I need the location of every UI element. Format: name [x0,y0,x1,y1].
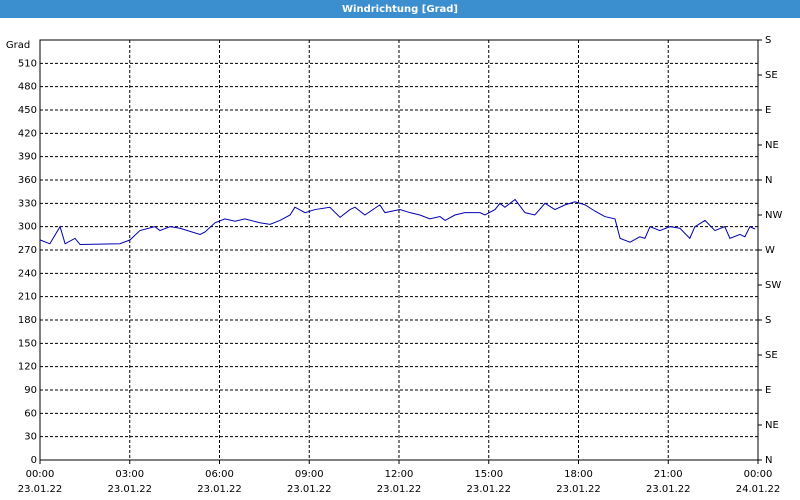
y-tick-label: 30 [24,432,37,443]
y-tick-label: 60 [24,408,37,419]
y2-tick-label: S [765,315,771,326]
x-tick-date: 23.01.22 [197,484,242,495]
y2-tick-label: NE [765,420,779,431]
y-tick-label: 480 [18,82,37,93]
x-tick-date: 23.01.22 [18,484,63,495]
y-tick-label: 270 [18,245,37,256]
y-tick-label: 210 [18,292,37,303]
x-tick-date: 23.01.22 [377,484,422,495]
x-tick-label: 18:00 [564,469,593,480]
y-axis-label: Grad [6,40,30,51]
y2-tick-label: N [765,455,772,466]
y-tick-label: 300 [18,222,37,233]
x-tick-label: 03:00 [115,469,144,480]
x-tick-label: 09:00 [295,469,324,480]
y2-tick-label: N [765,175,772,186]
y-tick-label: 240 [18,268,37,279]
y-tick-label: 390 [18,152,37,163]
y-tick-label: 180 [18,315,37,326]
y2-tick-label: SE [765,350,778,361]
y-tick-label: 360 [18,175,37,186]
plot-frame [39,39,759,461]
y-tick-label: 450 [18,105,37,116]
y-tick-label: 0 [31,455,37,466]
y2-tick-label: W [765,245,775,256]
y-tick-label: 420 [18,128,37,139]
y2-tick-label: NW [765,210,782,221]
y2-tick-label: SE [765,70,778,81]
y2-tick-label: SW [765,280,781,291]
x-tick-date: 23.01.22 [107,484,152,495]
title-bar [0,0,800,18]
x-tick-label: 00:00 [744,469,773,480]
y2-tick-label: E [765,105,771,116]
x-tick-label: 06:00 [205,469,234,480]
chart-title: Windrichtung [Grad] [342,4,458,15]
x-tick-date: 23.01.22 [466,484,511,495]
x-tick-label: 15:00 [474,469,503,480]
x-tick-date: 23.01.22 [646,484,691,495]
y-tick-label: 330 [18,198,37,209]
x-tick-date: 24.01.22 [736,484,781,495]
data-line [39,198,756,246]
x-tick-label: 12:00 [385,469,414,480]
y-tick-label: 150 [18,338,37,349]
y2-tick-label: NE [765,140,779,151]
x-tick-date: 23.01.22 [556,484,601,495]
y-tick-label: 90 [24,385,37,396]
x-tick-date: 23.01.22 [287,484,332,495]
x-tick-label: 00:00 [26,469,55,480]
y-tick-label: 510 [18,58,37,69]
x-tick-label: 21:00 [654,469,683,480]
y2-tick-label: S [765,35,771,46]
y-tick-label: 120 [18,362,37,373]
y2-tick-label: E [765,385,771,396]
